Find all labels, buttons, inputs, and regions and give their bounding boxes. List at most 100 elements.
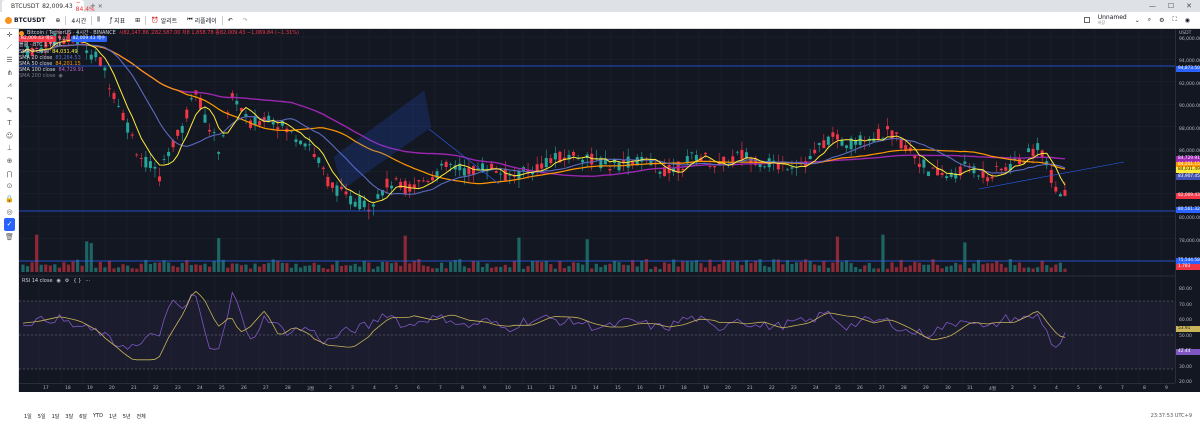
pattern-icon[interactable]: ⩘ [7, 81, 12, 90]
brush-icon[interactable]: ✎ [6, 106, 13, 115]
layout-name-button[interactable]: Unnamed 저장 [1098, 15, 1127, 26]
date-range-button[interactable]: 5일 [37, 414, 46, 420]
zoom-icon[interactable]: ⊕ [6, 157, 13, 166]
eye-icon[interactable]: ◉ [56, 278, 61, 284]
sell-button[interactable]: 82,009.43 매도 [19, 36, 56, 43]
volume-bar [207, 266, 212, 272]
search-icon[interactable]: ⌕ [1147, 16, 1152, 23]
time-tick: 25 [835, 386, 841, 391]
volume-bar [999, 263, 1003, 272]
chevron-down-icon[interactable]: ⌄ [1134, 16, 1140, 24]
volume-bar [76, 259, 80, 272]
candle-body [1013, 158, 1017, 160]
sma7-value: 84,031.49 [52, 48, 78, 55]
volume-bar [412, 260, 416, 272]
forecast-icon[interactable]: ⤳ [6, 93, 13, 102]
undo-button[interactable]: ↶ [223, 12, 238, 29]
candle-body [153, 166, 157, 169]
text-icon[interactable]: T [7, 119, 12, 128]
more-icon[interactable]: ⋯ [85, 278, 91, 284]
candle-body [440, 163, 444, 166]
templates-button[interactable]: ⊞ [130, 12, 145, 29]
trash-icon[interactable]: 🗑 [5, 232, 14, 241]
crosshair-icon[interactable]: ✛ [6, 31, 13, 40]
time-tick: 3월 [307, 387, 315, 392]
candle-body [540, 163, 544, 169]
settings-icon[interactable]: ⚙ [64, 278, 70, 284]
date-range-button[interactable]: 전체 [136, 414, 146, 420]
clock[interactable]: 23:37:53 UTC+9 [1150, 413, 1192, 419]
candle-body [340, 186, 343, 190]
minimize-icon[interactable]: — [1148, 2, 1156, 10]
quote-currency: USDT [1179, 31, 1192, 36]
date-range-button[interactable]: 1달 [51, 414, 60, 420]
lock-drawing-icon[interactable]: ⊙ [6, 182, 13, 191]
volume-bar [1022, 267, 1026, 272]
candle-body [499, 173, 503, 175]
time-tick: 12 [549, 386, 555, 391]
candle-body [326, 176, 330, 187]
eye-icon[interactable]: ◎ [6, 207, 13, 216]
gear-icon[interactable]: ⚙ [1159, 16, 1165, 24]
magnet-icon[interactable]: ⋂ [6, 169, 13, 178]
new-tab-icon[interactable]: + [90, 2, 96, 10]
volume-bar [44, 264, 48, 272]
candle-body [167, 151, 171, 157]
price-badge: 75,544.58 [1176, 258, 1200, 264]
source-icon[interactable]: { } [73, 278, 82, 284]
volume-bar [94, 267, 98, 272]
symbol-search-button[interactable]: BTCUSDT [0, 12, 50, 29]
candle-body [722, 156, 726, 164]
date-range-button[interactable]: 1일 [24, 414, 32, 420]
candle-body [572, 152, 576, 156]
volume-bar [699, 263, 703, 272]
date-range-button[interactable]: 1년 [108, 414, 117, 420]
object-tree-icon[interactable]: ✓ [4, 217, 15, 231]
bottom-bar: 1일 5일 1달 3달 6달 YTD 1년 5년 전체 23:37:53 UTC+9 [0, 392, 1200, 424]
volume-bar [585, 239, 589, 272]
volume-bar [85, 241, 89, 272]
volume-bar [289, 267, 294, 272]
fullscreen-icon[interactable]: ⛶ [1172, 16, 1177, 23]
volume-bar [362, 260, 366, 272]
indicators-button[interactable]: ƒ 지표 [105, 12, 130, 29]
candle-body [358, 195, 362, 210]
date-range-button[interactable]: YTD [92, 413, 103, 419]
horizontal-lines-icon[interactable]: ☰ [6, 56, 13, 65]
time-scale[interactable]: 17 18 19 20 21 22 23 24 25 26 27 28 3월 2 3 4 5 6 7 8 9 10 11 12… [19, 383, 1175, 392]
close-window-icon[interactable]: ✕ [1186, 2, 1192, 10]
buy-button[interactable]: 82,009.43 매수 [70, 36, 108, 43]
maximize-icon[interactable]: ☐ [1167, 2, 1175, 10]
candle-body [813, 149, 817, 154]
alert-button[interactable]: ⏰ 알리트 [146, 12, 182, 29]
date-range-button[interactable]: 3달 [65, 414, 74, 420]
chart-type-button[interactable]: ⫼ [92, 12, 105, 29]
redo-button[interactable]: ↷ [238, 12, 253, 29]
ruler-icon[interactable]: ⟘ [7, 144, 12, 153]
candle-body [471, 166, 475, 176]
emoji-icon[interactable]: ☺ [5, 132, 14, 141]
time-tick: 11 [527, 386, 533, 391]
compare-button[interactable]: ⊕ [50, 12, 65, 29]
replay-button[interactable]: ⏮ 리플레이 [182, 12, 222, 29]
candle-body [594, 158, 598, 159]
date-range-button[interactable]: 6달 [79, 414, 87, 420]
lock-icon[interactable]: 🔒 [5, 195, 14, 204]
camera-icon[interactable]: ◉ [1184, 16, 1190, 24]
volume-bar [508, 267, 512, 272]
browser-tab[interactable]: BTCUSDT 82,009.43 − 84.4% ✕ [2, 0, 103, 13]
pitchfork-icon[interactable]: ⋔ [6, 69, 13, 78]
interval-button[interactable]: 4시간 [66, 12, 91, 29]
eye-icon[interactable]: ◉ [58, 73, 63, 80]
volume-bar [844, 260, 849, 272]
date-range-button[interactable]: 5년 [122, 414, 131, 420]
candle-body [749, 158, 753, 165]
volume-bar [617, 262, 621, 272]
chart-pane[interactable]: Bitcoin / TetherUS · 4시간 · BINANCE 시82,1… [19, 29, 1175, 383]
time-tick: 3 [351, 386, 354, 391]
close-tab-icon[interactable]: ✕ [97, 2, 103, 10]
trend-line-icon[interactable]: ⟋ [7, 43, 12, 52]
layout-checkbox[interactable] [1083, 17, 1090, 23]
price-scale[interactable]: USDT 96,000.00 94,000.00 92,000.00 90,000.0… [1175, 29, 1200, 385]
time-tick: 18 [65, 386, 71, 391]
